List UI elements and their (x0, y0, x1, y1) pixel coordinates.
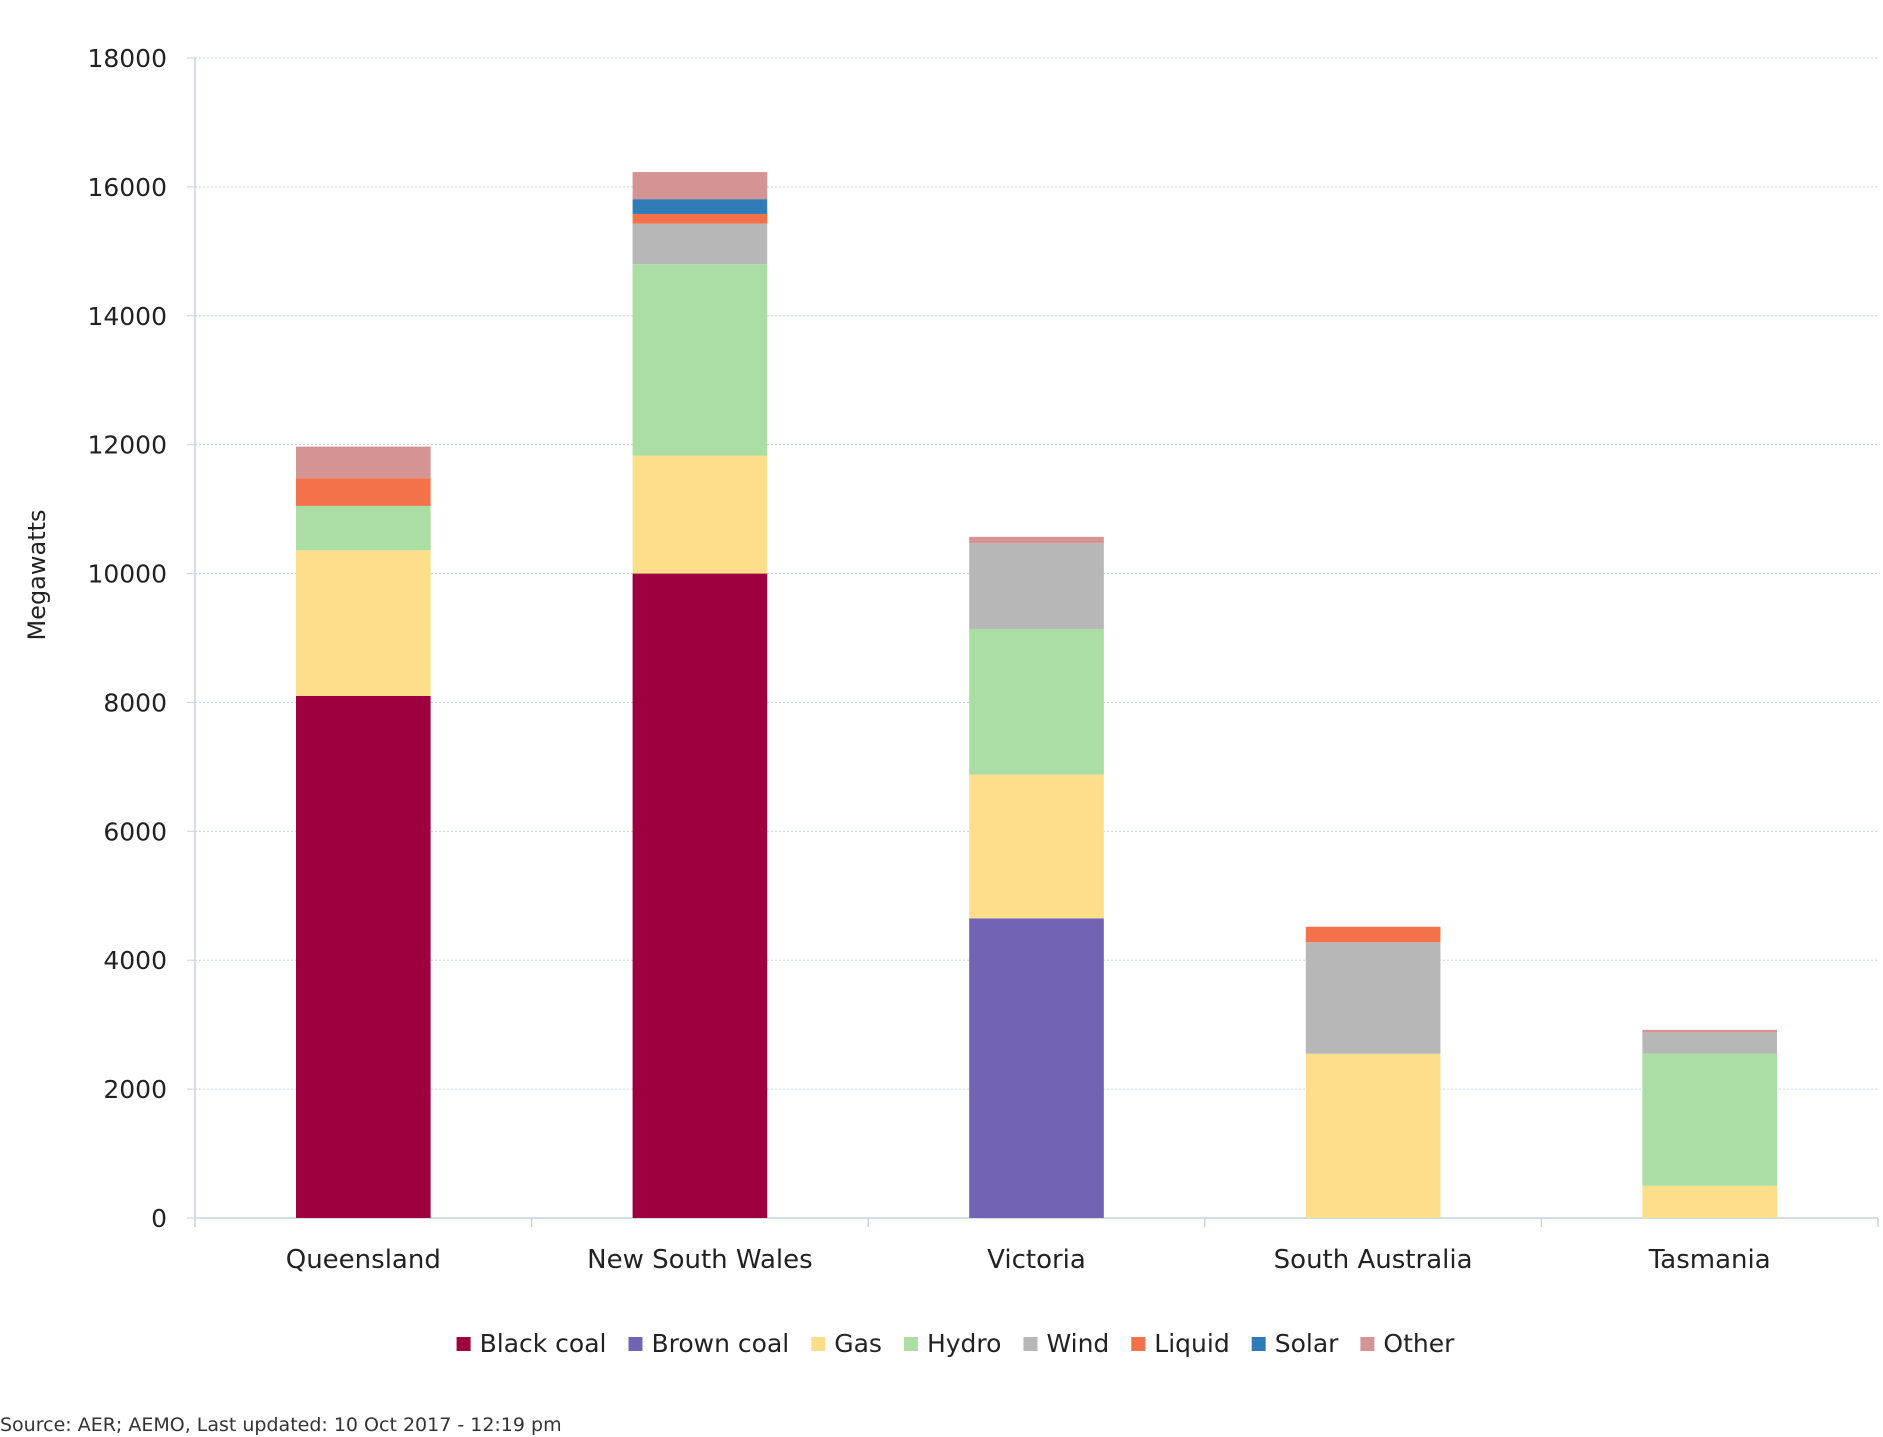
legend-label: Solar (1275, 1329, 1339, 1358)
bar-segment (295, 478, 431, 506)
tick-labels: 0 2000 4000 6000 8000 10000 12000 14000 16000 180… (87, 44, 1770, 1275)
legend-item: Liquid (1131, 1329, 1230, 1358)
y-tick-label: 2000 (103, 1075, 167, 1104)
legend-label: Other (1383, 1329, 1455, 1358)
y-tick-label: 16000 (87, 173, 167, 202)
bar-segment (1305, 942, 1441, 1054)
bar-segment (1305, 1053, 1441, 1218)
legend-swatch (456, 1337, 471, 1351)
bar-segment (632, 223, 768, 265)
legend-swatch (1131, 1337, 1146, 1351)
legend-item: Gas (811, 1329, 882, 1358)
bar-segment (1642, 1053, 1778, 1186)
bar-segment (969, 543, 1104, 629)
bar-segment (632, 172, 768, 200)
bar-segment (632, 199, 768, 214)
legend: Black coal Brown coal Gas Hydro Wind Liquid So… (456, 1329, 1455, 1358)
y-axis-title: Megawatts (23, 509, 51, 640)
bar-segment (1305, 926, 1441, 943)
bar-segment (969, 536, 1104, 544)
y-tick-label: 10000 (87, 560, 167, 589)
legend-label: Liquid (1154, 1329, 1229, 1358)
bar-segment (295, 550, 431, 696)
bar-segment (632, 264, 768, 456)
bar-segment (1642, 1029, 1778, 1033)
bar-segment (632, 213, 768, 224)
bar-segment (295, 505, 431, 551)
legend-swatch (903, 1337, 918, 1351)
y-tick-label: 4000 (103, 946, 167, 975)
bars (295, 172, 1778, 1218)
legend-item: Wind (1023, 1329, 1109, 1358)
bar-segment (969, 628, 1104, 775)
legend-item: Brown coal (628, 1329, 790, 1358)
legend-swatch (1251, 1337, 1266, 1351)
legend-label: Brown coal (652, 1329, 790, 1358)
x-tick-label: New South Wales (587, 1245, 813, 1275)
bar-segment (632, 573, 768, 1218)
y-tick-label: 6000 (103, 817, 167, 846)
source-note: Source: AER; AEMO, Last updated: 10 Oct … (0, 1414, 562, 1436)
legend-item: Other (1360, 1329, 1455, 1358)
bar-segment (295, 696, 431, 1218)
bar-segment (1642, 1185, 1778, 1218)
x-tick-label: South Australia (1274, 1245, 1473, 1275)
bar-segment (1642, 1032, 1778, 1054)
legend-swatch (811, 1337, 826, 1351)
legend-label: Black coal (480, 1329, 607, 1358)
legend-label: Gas (834, 1329, 882, 1358)
legend-swatch (1360, 1337, 1375, 1351)
legend-label: Wind (1046, 1329, 1109, 1358)
legend-swatch (628, 1337, 643, 1351)
legend-swatch (1023, 1337, 1038, 1351)
y-tick-label: 18000 (87, 44, 167, 73)
x-tick-label: Tasmania (1648, 1245, 1771, 1275)
x-tick-label: Queensland (286, 1245, 441, 1275)
y-tick-label: 12000 (87, 431, 167, 460)
legend-item: Black coal (456, 1329, 607, 1358)
y-tick-label: 8000 (103, 688, 167, 717)
bar-segment (969, 774, 1104, 919)
legend-label: Hydro (927, 1329, 1002, 1358)
bar-segment (632, 455, 768, 574)
x-tick-label: Victoria (987, 1245, 1086, 1275)
legend-item: Solar (1251, 1329, 1339, 1358)
y-tick-label: 14000 (87, 302, 167, 331)
legend-item: Hydro (903, 1329, 1002, 1358)
bar-segment (969, 918, 1104, 1218)
y-tick-label: 0 (151, 1204, 167, 1233)
bar-segment (295, 446, 431, 479)
